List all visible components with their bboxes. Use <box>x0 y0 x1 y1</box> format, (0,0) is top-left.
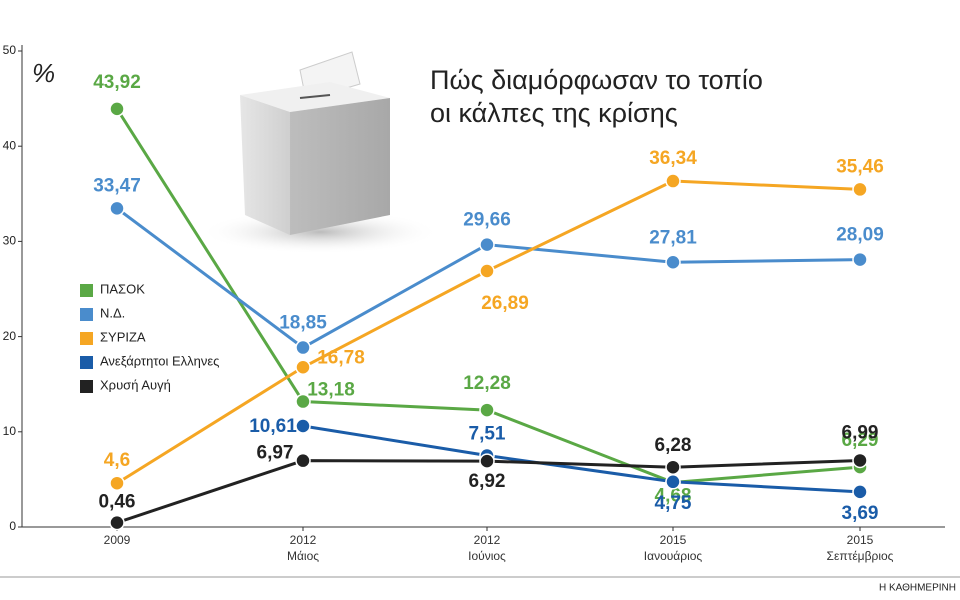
x-tick-label: 2012 <box>474 533 501 547</box>
y-tick-label: 10 <box>3 424 17 438</box>
data-point <box>852 251 868 268</box>
data-point <box>852 484 868 500</box>
legend-label: ΣΥΡΙΖΑ <box>100 329 146 344</box>
chart-title: οι κάλπες της κρίσης <box>430 98 678 128</box>
legend-swatch <box>80 356 93 369</box>
source: Η ΚΑΘΗΜΕΡΙΝΗ <box>879 583 956 594</box>
value-label: 33,47 <box>93 175 141 196</box>
value-label: 4,75 <box>655 493 692 514</box>
data-point <box>852 181 868 198</box>
y-tick-label: 40 <box>3 138 17 152</box>
x-tick-label: Ιούνιος <box>468 549 506 563</box>
value-label: 0,46 <box>99 492 136 513</box>
legend-label: ΠΑΣΟΚ <box>100 281 145 296</box>
value-label: 6,28 <box>655 435 692 456</box>
value-label: 16,78 <box>317 347 365 368</box>
legend-label: Ανεξάρτητοι Ελληνες <box>100 353 219 368</box>
value-label: 12,28 <box>463 373 511 394</box>
x-tick-label: Ιανουάριος <box>644 549 703 563</box>
value-label: 6,29 <box>842 430 879 451</box>
data-point <box>479 402 495 418</box>
legend-swatch <box>80 332 93 345</box>
data-point <box>295 452 311 469</box>
x-tick-label: Μάιος <box>287 549 319 563</box>
value-label: 10,61 <box>249 416 297 437</box>
data-point <box>852 452 868 469</box>
value-label: 6,97 <box>257 443 294 464</box>
x-tick-label: 2009 <box>104 533 131 547</box>
data-point <box>665 254 681 270</box>
y-tick-label: 20 <box>3 329 17 343</box>
x-tick-label: 2015 <box>660 533 687 547</box>
data-point <box>109 514 125 531</box>
data-point <box>109 101 125 117</box>
value-label: 4,6 <box>104 450 130 471</box>
x-tick-label: 2015 <box>847 533 874 547</box>
legend-label: Ν.Δ. <box>100 305 125 320</box>
data-point <box>665 459 681 475</box>
data-point <box>479 263 495 279</box>
x-tick-label: Σεπτέμβριος <box>827 549 894 563</box>
data-point <box>109 200 125 217</box>
y-tick-label: 30 <box>3 234 17 248</box>
value-label: 36,34 <box>649 148 697 169</box>
value-label: 27,81 <box>649 227 697 248</box>
y-tick-label: 0 <box>9 519 16 533</box>
data-point <box>295 359 311 376</box>
legend-label: Χρυσή Αυγή <box>100 377 171 392</box>
value-label: 43,92 <box>93 72 141 93</box>
series-line <box>302 424 861 494</box>
value-label: 4,68 <box>655 485 692 506</box>
value-label: 28,09 <box>836 225 884 246</box>
value-label: 35,46 <box>836 156 884 177</box>
data-point <box>295 418 311 434</box>
data-point <box>665 474 681 490</box>
value-label: 6,99 <box>842 422 879 443</box>
legend-swatch <box>80 284 93 297</box>
data-point <box>295 393 311 410</box>
value-label: 7,51 <box>469 424 506 445</box>
value-label: 13,18 <box>307 380 355 401</box>
data-point <box>665 173 681 189</box>
unit-label: % <box>32 58 55 88</box>
legend-swatch <box>80 380 93 393</box>
legend-swatch <box>80 308 93 321</box>
value-label: 26,89 <box>481 293 529 314</box>
chart-title: Πώς διαμόρφωσαν το τοπίο <box>430 65 763 95</box>
value-label: 6,92 <box>469 471 506 492</box>
ballot-box-illustration <box>200 51 440 254</box>
data-point <box>479 236 495 253</box>
value-label: 18,85 <box>279 313 327 334</box>
data-point <box>479 453 495 469</box>
value-label: 29,66 <box>463 210 511 231</box>
x-tick-label: 2012 <box>290 533 317 547</box>
data-point <box>295 339 311 356</box>
value-label: 3,69 <box>842 503 879 524</box>
data-point <box>109 475 125 491</box>
y-tick-label: 50 <box>3 43 17 57</box>
